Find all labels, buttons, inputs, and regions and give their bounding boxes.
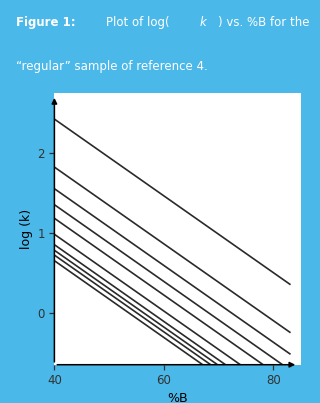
Text: “regular” sample of reference 4.: “regular” sample of reference 4. [16, 60, 208, 73]
Y-axis label: log (k): log (k) [20, 209, 33, 249]
X-axis label: %B: %B [167, 392, 188, 403]
Text: Plot of log(: Plot of log( [106, 16, 169, 29]
Text: k: k [200, 16, 207, 29]
Text: Figure 1:: Figure 1: [16, 16, 76, 29]
Text: ) vs. %B for the: ) vs. %B for the [218, 16, 309, 29]
